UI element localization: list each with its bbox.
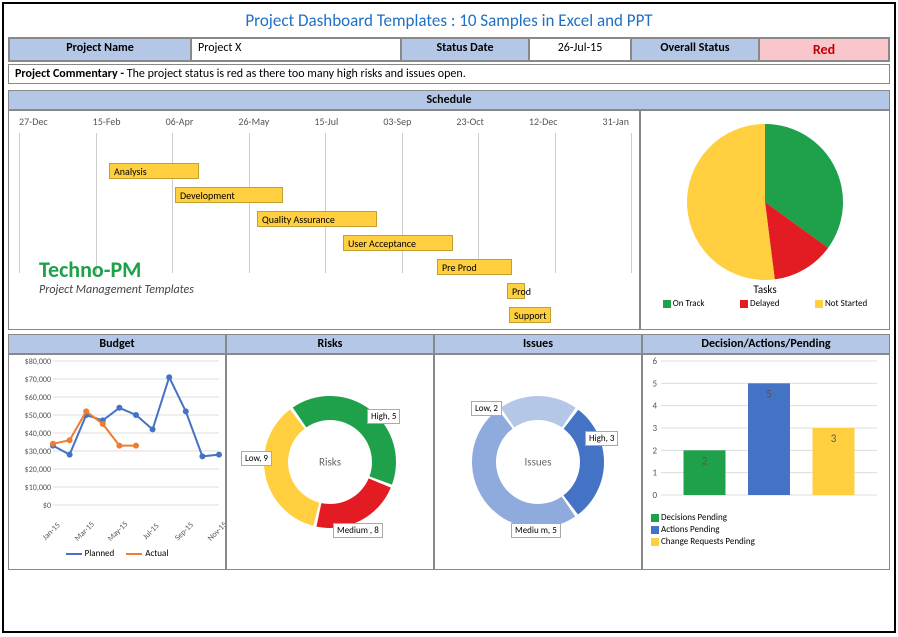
pending-chart: 0 1 2 3 4 5 6 2 5 3 Decisions PendingActions Pend… <box>642 354 890 570</box>
logo-sub: Project Management Templates <box>39 283 194 297</box>
gantt-date: 12-Dec <box>529 115 558 128</box>
overall-status-label: Overall Status <box>631 38 759 61</box>
budget-title: Budget <box>8 334 226 354</box>
svg-text:Jul-15: Jul-15 <box>141 521 162 541</box>
svg-text:2: 2 <box>652 445 657 456</box>
svg-text:$20,000: $20,000 <box>25 465 51 475</box>
legend-item: Decisions Pending <box>651 512 889 523</box>
gantt-chart: 27-Dec 15-Feb 06-Apr 26-May 15-Jul 03-Sep 23-O… <box>8 110 640 330</box>
gantt-bar: User Acceptance <box>343 235 453 251</box>
tasks-label: Tasks <box>641 283 889 296</box>
svg-text:5: 5 <box>652 378 657 389</box>
svg-text:5: 5 <box>766 387 772 400</box>
project-name-value: Project X <box>191 38 401 61</box>
svg-text:1: 1 <box>652 468 657 479</box>
status-date-label: Status Date <box>401 38 529 61</box>
gantt-date: 27-Dec <box>19 115 48 128</box>
page-title: Project Dashboard Templates : 10 Samples… <box>4 4 894 35</box>
svg-text:0: 0 <box>652 490 657 501</box>
callout: Low, 9 <box>241 451 272 466</box>
svg-text:$0: $0 <box>43 501 51 511</box>
svg-text:4: 4 <box>652 401 657 412</box>
header-row: Project Name Project X Status Date 26-Ju… <box>8 37 890 62</box>
svg-text:Mar-15: Mar-15 <box>73 520 97 541</box>
gantt-date: 15-Feb <box>93 115 121 128</box>
svg-text:$80,000: $80,000 <box>25 357 51 367</box>
gantt-bar: Quality Assurance <box>257 211 377 227</box>
project-name-label: Project Name <box>9 38 191 61</box>
schedule-title: Schedule <box>8 90 890 110</box>
commentary: Project Commentary - The project status … <box>8 64 890 84</box>
tasks-pie: Tasks On Track Delayed Not Started <box>640 110 890 330</box>
gantt-bar: Pre Prod <box>437 259 512 275</box>
svg-text:$40,000: $40,000 <box>25 429 51 439</box>
legend-item: On Track <box>663 298 705 309</box>
legend-item: Actions Pending <box>651 524 889 535</box>
svg-text:Nov-15: Nov-15 <box>206 520 225 541</box>
pending-title: Decision/Actions/Pending <box>642 334 890 354</box>
commentary-text: The project status is red as there too m… <box>127 67 466 81</box>
issues-center: Issues <box>525 456 552 469</box>
svg-text:2: 2 <box>702 454 708 467</box>
callout: Low, 2 <box>471 401 502 416</box>
gantt-bar: Analysis <box>109 163 199 179</box>
techno-pm-logo: Techno-PM Project Management Templates <box>39 256 194 297</box>
logo-name: Techno-PM <box>39 256 194 283</box>
legend-item: Delayed <box>740 298 779 309</box>
svg-text:3: 3 <box>652 423 657 434</box>
gantt-date: 26-May <box>238 115 269 128</box>
svg-text:Jan-15: Jan-15 <box>41 521 63 541</box>
gantt-bar: Development <box>175 187 283 203</box>
callout: High, 3 <box>585 431 618 446</box>
callout: Mediu m, 5 <box>511 523 561 538</box>
legend-item: Not Started <box>815 298 867 309</box>
svg-text:$10,000: $10,000 <box>25 483 51 493</box>
svg-text:$30,000: $30,000 <box>25 447 51 457</box>
legend-item: Planned <box>66 548 115 559</box>
svg-text:$50,000: $50,000 <box>25 411 51 421</box>
svg-text:6: 6 <box>652 356 657 367</box>
gantt-bar: Prod <box>507 283 525 299</box>
callout: Medium , 8 <box>333 523 383 538</box>
gantt-date: 23-Oct <box>456 115 483 128</box>
legend-item: Change Requests Pending <box>651 536 889 547</box>
risks-title: Risks <box>226 334 434 354</box>
status-date-value: 26-Jul-15 <box>529 38 631 61</box>
svg-text:3: 3 <box>831 432 837 445</box>
gantt-date: 06-Apr <box>166 115 194 128</box>
gantt-date: 03-Sep <box>383 115 411 128</box>
callout: High, 5 <box>367 409 400 424</box>
risks-center: Risks <box>319 456 341 469</box>
svg-text:$60,000: $60,000 <box>25 393 51 403</box>
legend-item: Actual <box>126 548 168 559</box>
issues-chart: Issues Low, 2 High, 3 Mediu m, 5 <box>434 354 642 570</box>
budget-chart: $80,000 $70,000 $60,000 $50,000 $40,000 $30,0… <box>8 354 226 570</box>
gantt-date: 31-Jan <box>603 115 629 128</box>
issues-title: Issues <box>434 334 642 354</box>
commentary-label: Project Commentary - <box>15 67 127 81</box>
gantt-date: 15-Jul <box>314 115 338 128</box>
overall-status-value: Red <box>759 38 889 61</box>
svg-text:May-15: May-15 <box>106 519 130 541</box>
svg-text:$70,000: $70,000 <box>25 375 51 385</box>
gantt-bar: Support <box>509 307 551 323</box>
risks-chart: Risks Low, 9 High, 5 Medium , 8 <box>226 354 434 570</box>
svg-text:Sep-15: Sep-15 <box>173 520 196 541</box>
